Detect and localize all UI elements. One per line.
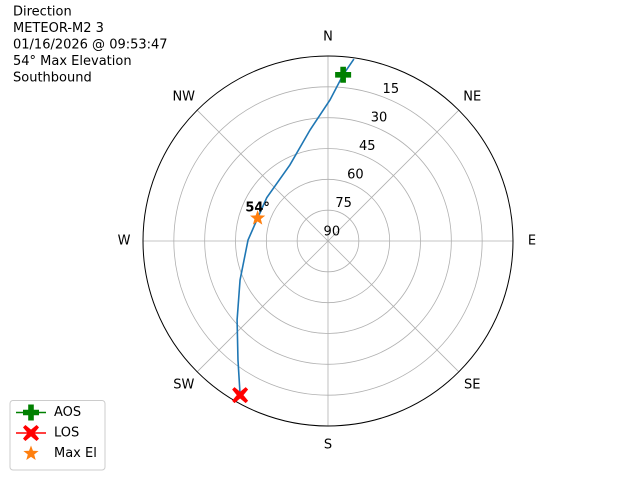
grid-ring xyxy=(235,148,421,334)
info-line: 54° Max Elevation xyxy=(13,54,132,69)
info-line: Southbound xyxy=(13,71,92,86)
legend: AOS LOS Max El xyxy=(9,400,106,471)
theta-tick-label: W xyxy=(118,234,131,249)
theta-tick-label: S xyxy=(324,438,332,453)
grid-ring xyxy=(296,209,360,273)
info-line: 01/16/2026 @ 09:53:47 xyxy=(13,38,168,53)
theta-tick-label: NE xyxy=(463,89,481,104)
r-tick-label: 45 xyxy=(359,139,376,154)
theta-tick-label: E xyxy=(528,234,536,249)
theta-tick-label: SW xyxy=(173,378,194,393)
theta-tick-label: NW xyxy=(172,89,195,104)
marker-star xyxy=(250,210,266,225)
info-line: Direction xyxy=(13,5,72,20)
r-tick-label: 15 xyxy=(383,82,400,97)
track-line xyxy=(236,58,355,396)
grid-ring xyxy=(265,178,391,304)
theta-tick-label: N xyxy=(323,30,333,45)
legend-marker xyxy=(23,445,39,460)
info-line: METEOR-M2 3 xyxy=(13,21,104,36)
legend-marker xyxy=(23,404,39,421)
legend-marker xyxy=(23,425,39,441)
r-tick-label: 75 xyxy=(335,196,352,211)
grid-ring xyxy=(204,117,452,365)
marker-x xyxy=(232,387,249,404)
theta-tick-label: SE xyxy=(464,378,480,393)
polar-frame xyxy=(142,55,514,427)
r-tick-label: 60 xyxy=(347,167,364,182)
legend-label: AOS xyxy=(54,405,81,420)
legend-label: Max El xyxy=(54,446,97,461)
r-tick-label: 90 xyxy=(324,224,341,239)
r-tick-label: 30 xyxy=(371,110,388,125)
grid-ring xyxy=(173,86,483,396)
legend-label: LOS xyxy=(54,426,79,441)
marker-plus xyxy=(335,66,352,83)
value-label: 54° xyxy=(245,201,270,216)
